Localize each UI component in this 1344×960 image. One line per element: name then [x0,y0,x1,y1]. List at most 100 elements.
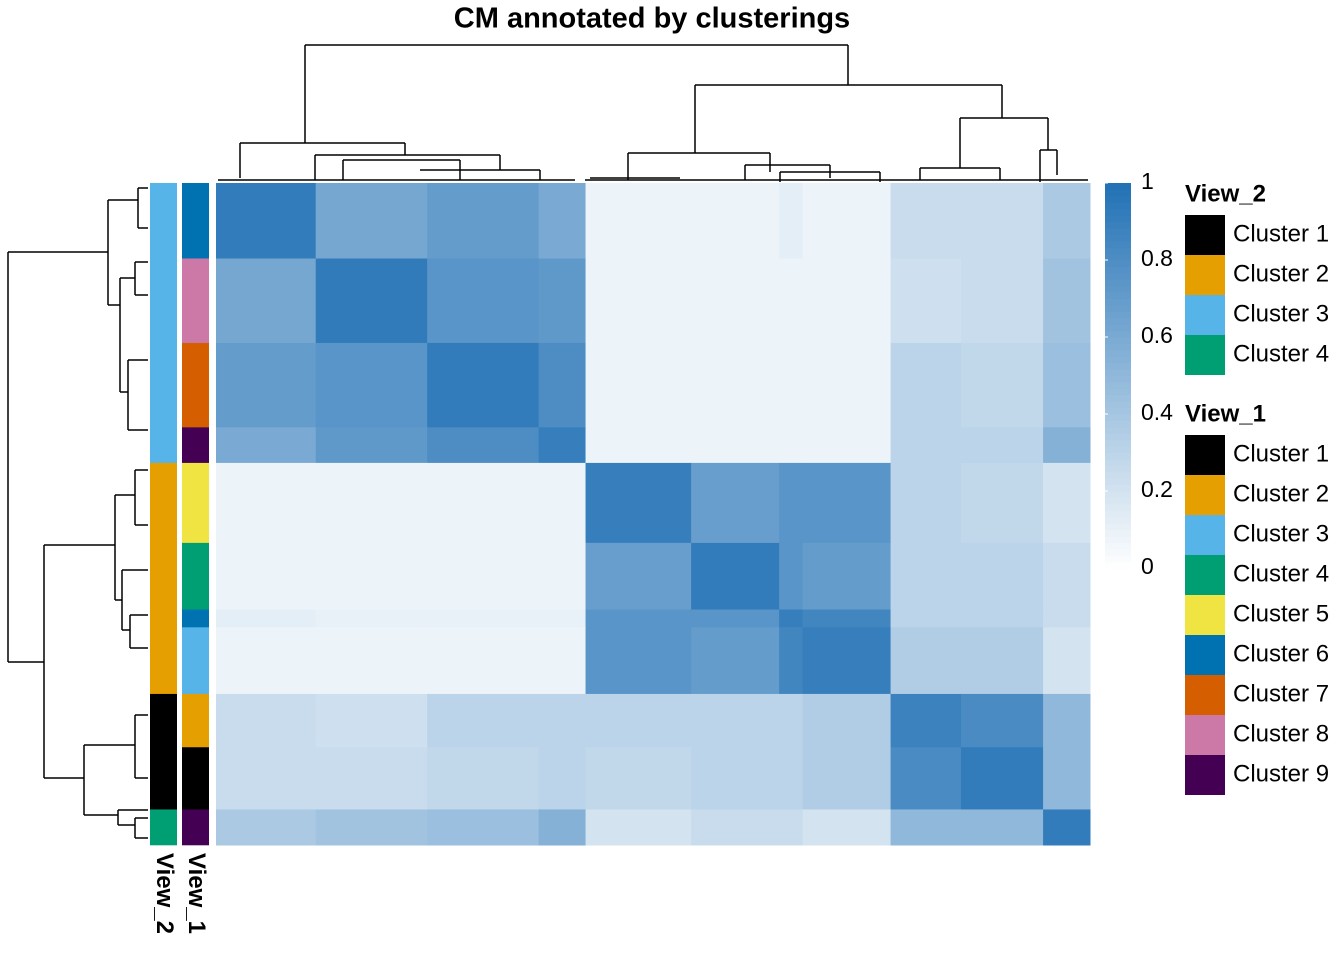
heatmap-cell [585,342,692,428]
legend-swatch [1185,515,1225,555]
legend-swatch [1185,215,1225,255]
heatmap-cell [427,609,540,628]
colorbar-step [1105,478,1131,486]
colorbar-step [1105,189,1131,197]
heatmap-cell [691,542,780,611]
annotation-cell [150,747,177,810]
heatmap-cell [427,342,540,428]
heatmap-cell [538,609,587,628]
heatmap-cell [427,183,540,260]
heatmap-cell [585,747,692,810]
annotation-cell [182,627,209,695]
colorbar-step [1105,523,1131,530]
heatmap-cell [1043,542,1091,611]
annotation-cell [182,609,209,628]
heatmap-cell [691,462,780,544]
heatmap-cell [538,342,587,428]
colorbar-step [1105,362,1131,370]
annotation-cell [150,609,177,628]
heatmap-cell [890,258,962,344]
colorbar-step [1105,324,1131,332]
heatmap-cell [779,258,804,344]
heatmap-cell [216,183,317,260]
heatmap-cell [1043,609,1091,628]
heatmap-cell [538,693,587,748]
annotation-cell [150,693,177,748]
colorbar-step [1105,208,1131,216]
heatmap-cell [960,342,1044,428]
heatmap-cell [1043,427,1091,464]
heatmap-cell [779,462,804,544]
heatmap-cell [427,809,540,846]
heatmap-cell [691,342,780,428]
colorbar-step [1105,491,1131,498]
heatmap-cell [779,427,804,464]
colorbar-step [1105,471,1131,479]
legend-label: Cluster 4 [1233,340,1329,367]
heatmap-cell [802,258,892,344]
annotation-cell [150,183,177,259]
annotation-cell [182,462,209,544]
colorbar-step [1105,516,1131,524]
legend-label: Cluster 2 [1233,260,1329,287]
annotation-cell [150,627,177,695]
heatmap-cell [691,747,780,810]
annotation-cell [150,258,177,344]
heatmap-cell [315,427,428,464]
legend-label: Cluster 7 [1233,680,1329,707]
column-dendrogram [218,44,1088,182]
heatmap-cell [315,809,428,846]
heatmap-cell [691,427,780,464]
heatmap-cell [691,258,780,344]
heatmap-cell [779,542,804,611]
row-dendrogram [7,187,148,839]
legend-label: Cluster 3 [1233,520,1329,547]
heatmap-cell [538,542,587,611]
colorbar-step [1105,272,1131,280]
legend-swatch [1185,595,1225,635]
colorbar-step [1105,452,1131,460]
colorbar-step [1105,247,1131,255]
heatmap-cell [427,693,540,748]
colorbar-step [1105,439,1131,447]
heatmap-cell [960,809,1044,846]
heatmap-cell [890,542,962,611]
colorbar-step [1105,221,1131,229]
colorbar-step [1105,388,1131,396]
heatmap-cell [890,747,962,810]
heatmap-cell [779,747,804,810]
heatmap-cell [890,462,962,544]
colorbar-step [1105,426,1131,434]
heatmap-cell [216,627,317,695]
heatmap-cell [960,609,1044,628]
colorbar-step [1105,529,1131,537]
heatmap-cell [960,627,1044,695]
legend-swatch [1185,675,1225,715]
colorbar-tick-label: 0.8 [1141,245,1173,271]
heatmap-cell [315,627,428,695]
colorbar-step [1105,497,1131,505]
heatmap-cell [585,542,692,611]
heatmap-cell [890,609,962,628]
colorbar-tick-label: 0.2 [1141,476,1173,502]
colorbar-tick-label: 0.6 [1141,322,1173,348]
heatmap-cell [585,258,692,344]
heatmap-cell [538,747,587,810]
legend-swatch [1185,635,1225,675]
colorbar-step [1105,317,1131,325]
heatmap-cell [585,183,692,260]
colorbar-step [1105,381,1131,389]
heatmap-cell [585,462,692,544]
heatmap-cell [691,693,780,748]
chart-title: CM annotated by clusterings [454,3,850,35]
colorbar-step [1105,304,1131,312]
heatmap-cell [802,693,892,748]
heatmap-cell [960,747,1044,810]
colorbar-step [1105,183,1131,190]
colorbar-step [1105,240,1131,248]
heatmap-cell [216,809,317,846]
heatmap-cell [802,342,892,428]
colorbar-step [1105,356,1131,364]
heatmap-cell [960,427,1044,464]
